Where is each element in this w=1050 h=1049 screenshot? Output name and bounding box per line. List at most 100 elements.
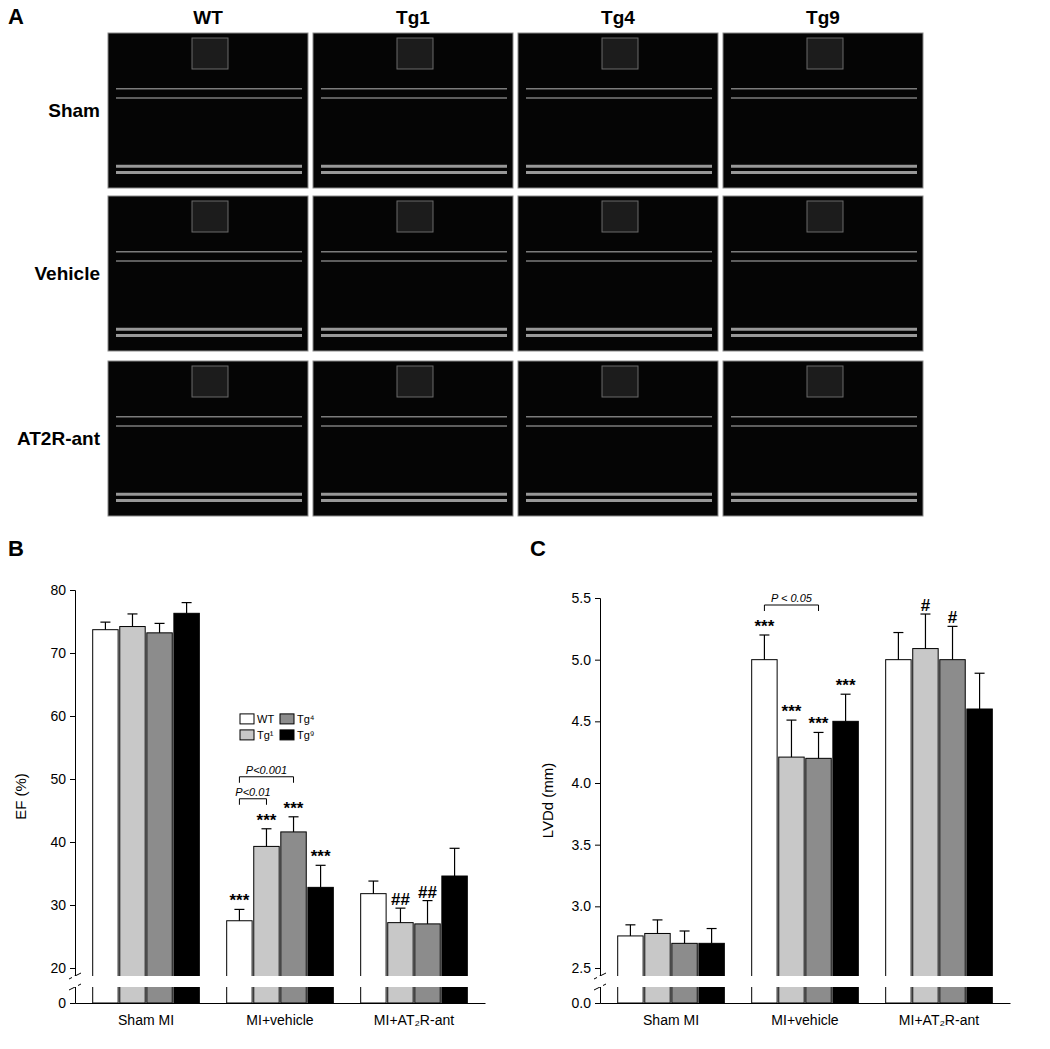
echo-inset	[602, 201, 638, 232]
annotation: ***	[836, 676, 856, 695]
y-tick-mark	[595, 783, 600, 784]
error-stem	[952, 626, 953, 659]
echo-band	[526, 499, 712, 502]
echo-band	[116, 251, 302, 253]
error-stem	[979, 673, 980, 709]
y-tick-label: 0.0	[572, 995, 592, 1011]
y-tick-mark	[595, 968, 600, 969]
error-stem	[132, 614, 133, 627]
annotation: ***	[311, 847, 331, 866]
error-stem	[427, 901, 428, 924]
error-bar	[316, 865, 326, 887]
comparison-label: P<0.01	[235, 786, 270, 798]
echo-image	[723, 196, 923, 351]
legend-label: Tg¹	[257, 729, 274, 741]
bar	[618, 936, 643, 1003]
annotation: #	[948, 608, 958, 627]
echo-band	[321, 493, 507, 496]
echo-band	[321, 171, 507, 174]
legend-swatch	[240, 730, 254, 740]
error-bar	[289, 817, 299, 832]
error-bar	[261, 829, 271, 847]
y-tick-mark	[595, 1003, 600, 1004]
error-cap	[100, 622, 110, 623]
echo-image	[723, 33, 923, 188]
error-bar	[948, 626, 958, 659]
echo-band	[321, 425, 507, 427]
echo-inset	[807, 38, 843, 69]
echo-band	[731, 171, 917, 174]
echo-inset	[602, 38, 638, 69]
x-tick-label: MI+vehicle	[771, 1012, 839, 1028]
echo-background	[108, 33, 308, 188]
echo-inset	[602, 366, 638, 397]
y-tick: 5.5	[572, 590, 600, 606]
x-tick: MI+AT₂R-ant	[374, 1012, 454, 1028]
error-cap	[450, 848, 460, 849]
figure: AWTTg1Tg4Tg9ShamVehicleAT2R-antBEF (%)02…	[0, 0, 1050, 1049]
x-tick: Sham MI	[643, 1012, 699, 1028]
y-tick: 4.0	[572, 775, 600, 791]
echo-inset	[192, 201, 228, 232]
annotation: ##	[391, 890, 410, 909]
echo-image	[518, 196, 718, 351]
y-axis-title: LVDd (mm)	[539, 763, 556, 839]
error-cap	[680, 930, 690, 931]
echo-image	[313, 196, 513, 351]
bar	[645, 933, 670, 1003]
echo-background	[723, 196, 923, 351]
column-label: WT	[193, 7, 223, 28]
annotation: #	[921, 596, 931, 615]
y-tick: 70	[50, 645, 75, 661]
annotation: ***	[754, 617, 774, 636]
echo-band	[526, 328, 712, 331]
error-stem	[764, 635, 765, 660]
error-cap	[975, 673, 985, 674]
y-axis-line	[595, 599, 601, 1004]
echo-band	[731, 425, 917, 427]
y-tick-label: 5.5	[572, 590, 592, 606]
bar	[672, 943, 697, 1003]
bar	[967, 709, 992, 1003]
error-stem	[239, 909, 240, 920]
error-stem	[373, 881, 374, 894]
y-tick-label: 2.5	[572, 960, 592, 976]
axis-break	[592, 976, 1010, 987]
panel-label: B	[8, 536, 24, 561]
echo-band	[731, 251, 917, 253]
echo-band	[321, 416, 507, 418]
bar	[174, 613, 199, 1003]
y-tick-label: 50	[50, 771, 66, 787]
error-cap	[893, 632, 903, 633]
error-bar	[127, 614, 137, 627]
plot-area	[93, 603, 468, 1003]
y-tick-mark	[595, 660, 600, 661]
chart: CLVDd (mm)0.02.53.03.54.04.55.05.5Sham M…	[530, 536, 1011, 1028]
comparison-bracket	[239, 799, 266, 805]
y-tick-mark	[595, 721, 600, 722]
echo-inset	[397, 201, 433, 232]
y-tick-label: 20	[50, 960, 66, 976]
error-stem	[657, 920, 658, 934]
echo-band	[116, 328, 302, 331]
error-bar	[368, 881, 378, 894]
echo-band	[731, 416, 917, 418]
y-tick: 3.5	[572, 837, 600, 853]
bar	[806, 758, 831, 1003]
legend-swatch	[280, 730, 294, 740]
y-tick-mark	[70, 1003, 75, 1004]
y-tick: 0.0	[572, 995, 600, 1011]
y-axis-line	[70, 591, 76, 1004]
bar	[752, 660, 777, 1003]
annotation: ***	[284, 799, 304, 818]
x-axis: Sham MIMI+vehicleMI+AT₂R-ant	[76, 1004, 486, 1028]
echo-inset	[192, 38, 228, 69]
echo-band	[731, 260, 917, 262]
error-bar	[841, 694, 851, 721]
echo-band	[731, 165, 917, 168]
echo-background	[723, 361, 923, 516]
y-tick-mark	[70, 653, 75, 654]
x-tick: Sham MI	[118, 1012, 174, 1028]
error-bar	[100, 622, 110, 630]
echo-band	[526, 97, 712, 99]
